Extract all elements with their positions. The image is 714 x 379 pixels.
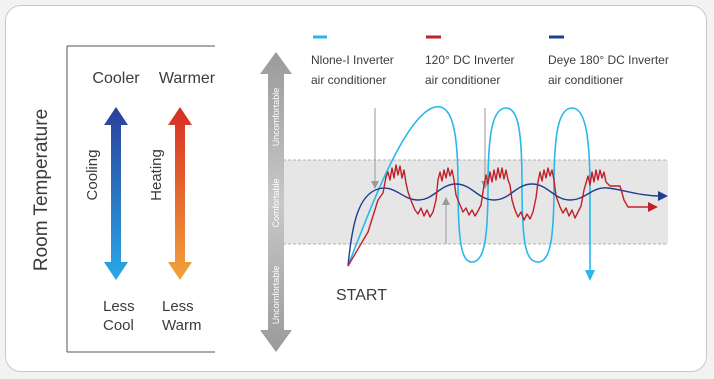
less-cool-label-line1: Less bbox=[103, 298, 135, 315]
cooling-arrow bbox=[104, 107, 128, 280]
heating-arrow bbox=[168, 107, 192, 280]
legend-120-line2: air conditioner bbox=[425, 73, 500, 87]
less-cool-label-line2: Cool bbox=[103, 317, 134, 334]
pointer-arrows bbox=[371, 108, 489, 244]
less-warm-label-line2: Warm bbox=[162, 317, 201, 334]
uncomfortable-bottom-label: Uncomfortable bbox=[271, 266, 281, 325]
legend: Nlone-I Inverter air conditioner 120° DC… bbox=[311, 35, 669, 87]
comfort-scale-arrow bbox=[260, 52, 292, 352]
legend-nlone-line1: Nlone-I Inverter bbox=[311, 53, 394, 67]
heating-label: Heating bbox=[148, 149, 165, 201]
dc-120-curve bbox=[347, 164, 650, 267]
nlone-inverter-curve bbox=[347, 105, 591, 272]
comfort-band bbox=[268, 160, 668, 244]
nlone-inverter-curve-arrowhead bbox=[585, 270, 595, 281]
room-temperature-bracket bbox=[66, 45, 215, 353]
cooler-label: Cooler bbox=[92, 70, 140, 87]
comfortable-label: Comfortable bbox=[271, 178, 281, 227]
start-label: START bbox=[336, 287, 387, 304]
legend-nlone-line2: air conditioner bbox=[311, 73, 386, 87]
deye-180-curve bbox=[347, 183, 661, 267]
legend-180-line2: air conditioner bbox=[548, 73, 623, 87]
room-temperature-label: Room Temperature bbox=[31, 109, 52, 271]
less-warm-label-line1: Less bbox=[162, 298, 194, 315]
warmer-label: Warmer bbox=[159, 70, 216, 87]
legend-180-line1: Deye 180° DC Inverter bbox=[548, 53, 669, 67]
dc-120-curve-arrowhead bbox=[648, 202, 658, 212]
cooling-label: Cooling bbox=[84, 150, 101, 201]
deye-180-curve-arrowhead bbox=[658, 191, 668, 201]
legend-120-line1: 120° DC Inverter bbox=[425, 53, 515, 67]
uncomfortable-top-label: Uncomfortable bbox=[271, 88, 281, 147]
